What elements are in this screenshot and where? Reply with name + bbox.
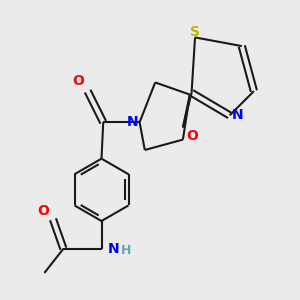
Text: O: O <box>38 203 50 218</box>
Text: N: N <box>126 115 138 129</box>
Text: N: N <box>108 242 119 256</box>
Text: H: H <box>121 244 131 257</box>
Text: O: O <box>72 74 84 88</box>
Text: S: S <box>190 25 200 39</box>
Text: O: O <box>186 129 198 143</box>
Text: N: N <box>232 108 243 122</box>
